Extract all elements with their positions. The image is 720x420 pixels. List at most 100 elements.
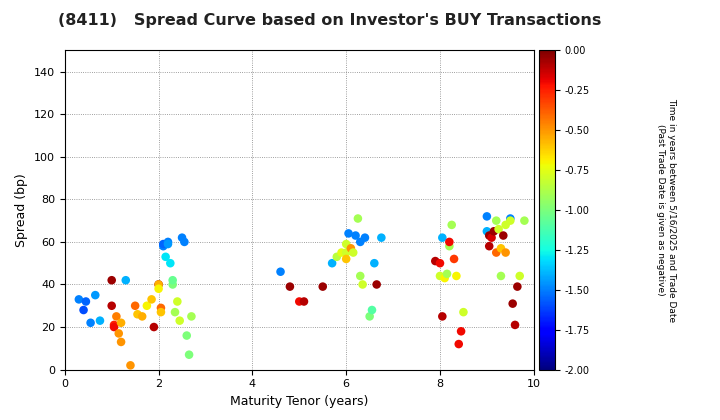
Point — [158, 243, 169, 249]
Point — [436, 234, 448, 241]
Point — [495, 245, 507, 252]
Point — [158, 241, 169, 247]
Point — [106, 277, 117, 284]
Point — [89, 292, 101, 299]
Point — [455, 328, 467, 335]
Point — [176, 234, 188, 241]
Point — [167, 277, 179, 284]
Point — [371, 281, 382, 288]
Point — [488, 228, 500, 235]
Point — [108, 324, 120, 331]
Point — [146, 296, 158, 303]
Point — [341, 241, 352, 247]
Point — [352, 215, 364, 222]
Point — [160, 253, 171, 260]
Point — [490, 217, 502, 224]
Point — [294, 298, 305, 305]
Point — [169, 309, 181, 315]
Point — [350, 232, 361, 239]
Point — [514, 273, 526, 279]
Point — [341, 256, 352, 262]
X-axis label: Maturity Tenor (years): Maturity Tenor (years) — [230, 395, 369, 408]
Point — [458, 309, 469, 315]
Point — [94, 317, 106, 324]
Point — [364, 313, 375, 320]
Point — [108, 322, 120, 328]
Point — [483, 232, 495, 239]
Point — [500, 249, 511, 256]
Y-axis label: Spread (bp): Spread (bp) — [15, 173, 28, 247]
Y-axis label: Time in years between 5/16/2025 and Trade Date
(Past Trade Date is given as nega: Time in years between 5/16/2025 and Trad… — [656, 98, 675, 322]
Point — [434, 273, 446, 279]
Point — [73, 296, 85, 303]
Point — [106, 302, 117, 309]
Point — [186, 313, 197, 320]
Point — [156, 304, 167, 311]
Point — [495, 273, 507, 279]
Point — [451, 273, 462, 279]
Point — [483, 243, 495, 249]
Point — [505, 215, 516, 222]
Point — [284, 283, 296, 290]
Point — [132, 311, 143, 318]
Point — [341, 249, 352, 256]
Point — [505, 217, 516, 224]
Point — [153, 281, 164, 288]
Point — [115, 339, 127, 345]
Point — [507, 300, 518, 307]
Point — [120, 277, 132, 284]
Point — [336, 249, 347, 256]
Point — [167, 281, 179, 288]
Point — [481, 228, 492, 235]
Point — [453, 341, 464, 347]
Point — [434, 260, 446, 267]
Point — [444, 243, 455, 249]
Point — [275, 268, 287, 275]
Point — [446, 221, 457, 228]
Point — [439, 275, 451, 281]
Point — [130, 302, 141, 309]
Point — [326, 260, 338, 267]
Point — [179, 239, 190, 245]
Point — [125, 362, 136, 369]
Point — [136, 313, 148, 320]
Point — [78, 307, 89, 313]
Point — [184, 352, 195, 358]
Point — [174, 317, 186, 324]
Point — [348, 249, 359, 256]
Point — [80, 298, 91, 305]
Point — [436, 313, 448, 320]
Point — [156, 309, 167, 315]
Point — [366, 307, 378, 313]
Point — [444, 239, 455, 245]
Point — [331, 253, 343, 260]
Point — [490, 249, 502, 256]
Point — [354, 239, 366, 245]
Point — [498, 232, 509, 239]
Point — [162, 239, 174, 245]
Point — [500, 221, 511, 228]
Point — [343, 230, 354, 237]
Point — [481, 213, 492, 220]
Point — [512, 283, 523, 290]
Point — [430, 258, 441, 265]
Point — [171, 298, 183, 305]
Point — [153, 285, 164, 292]
Point — [317, 283, 328, 290]
Point — [376, 234, 387, 241]
Point — [518, 217, 530, 224]
Point — [486, 234, 498, 241]
Point — [111, 313, 122, 320]
Point — [493, 226, 505, 233]
Point — [345, 245, 356, 252]
Point — [113, 330, 125, 337]
Point — [509, 322, 521, 328]
Point — [115, 320, 127, 326]
Point — [441, 270, 453, 277]
Point — [181, 332, 192, 339]
Point — [85, 320, 96, 326]
Point — [298, 298, 310, 305]
Point — [449, 256, 460, 262]
Point — [141, 302, 153, 309]
Point — [357, 281, 369, 288]
